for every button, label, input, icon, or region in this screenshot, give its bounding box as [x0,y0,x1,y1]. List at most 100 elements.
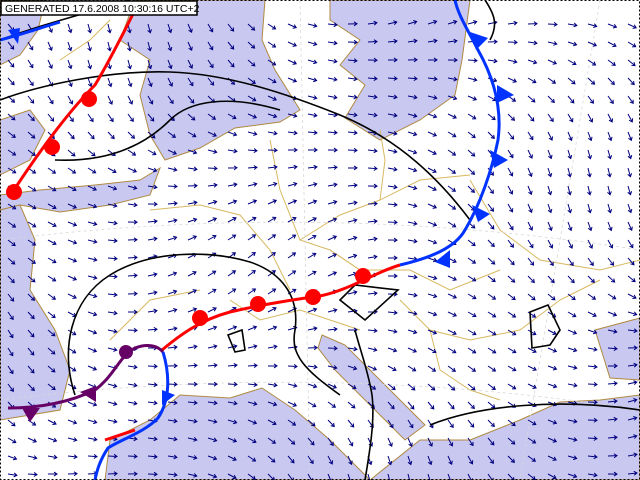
wind-arrow [427,329,438,335]
wind-arrow [167,289,178,295]
cold-front-symbol [497,85,514,103]
wind-arrow [107,401,118,406]
wind-arrow [387,166,398,172]
wind-arrow [467,77,478,82]
wind-arrow [367,328,378,334]
wind-arrow [547,203,553,214]
borders [59,19,640,401]
wind-arrow [127,309,138,315]
wind-arrow [227,131,238,137]
wind-arrow [527,21,538,27]
fronts [0,0,514,480]
border [229,299,361,331]
wind-arrow [427,149,437,155]
wind-arrow [67,257,78,263]
wind-arrow [267,95,277,101]
wind-arrow [447,329,457,336]
wind-arrow [587,185,592,196]
wind-arrow [427,57,438,63]
wind-arrow [587,329,598,335]
wind-arrow [347,218,358,223]
wind-arrow [287,383,298,388]
wind-arrow [87,293,98,299]
wind-arrow [427,293,438,299]
wind-arrow [507,239,514,248]
wind-arrow [407,185,418,191]
wind-arrow [387,401,395,410]
wind-arrow [407,149,418,155]
isobar [0,71,471,221]
wind-arrow [487,311,497,318]
wind-arrow [167,131,177,138]
wind-arrow [347,76,358,82]
wind-arrow [147,95,154,105]
wind-arrow [247,325,258,331]
wind-arrow [187,77,194,87]
wind-arrow [287,419,297,426]
wind-arrow [627,416,638,421]
timestamp-box [0,0,198,16]
wind-arrow [87,454,98,459]
wind-arrow [607,239,614,249]
wind-arrow [567,221,573,232]
wind-arrow [327,235,338,241]
wind-arrow [427,473,433,480]
wind-arrow [467,347,477,354]
wind-arrow [127,77,133,88]
wind-arrow [367,57,378,63]
wind-arrow [427,221,438,227]
wind-arrow [107,238,118,244]
wind-arrow [247,148,258,153]
wind-arrow [587,95,594,104]
wind-arrow [7,41,15,50]
wind-arrow [547,21,558,27]
wind-arrow [7,275,15,284]
wind-arrow [7,257,16,265]
wind-arrow [147,149,157,156]
wind-arrow [227,325,238,331]
wind-arrow [407,94,418,100]
wind-arrow [247,382,258,388]
wind-arrow [347,401,356,409]
wind-arrow [7,311,14,321]
wind-arrow [247,23,256,31]
wind-arrow [87,401,98,407]
wind-arrow [487,185,494,194]
wind-arrow [207,217,218,223]
wind-arrow [347,39,358,45]
wind-arrow [307,364,318,370]
wind-arrow [307,199,318,205]
warm-front-symbol [6,184,22,200]
wind-arrow [27,347,35,356]
wind-arrow [7,437,17,444]
wind-arrow [207,455,218,461]
wind-arrow [107,347,118,352]
wind-arrow [247,344,258,349]
wind-arrow [307,112,318,118]
warm-front-symbol [355,268,371,284]
cold-front-symbol [435,250,450,268]
wind-arrow [127,453,138,459]
wind-arrow [247,77,256,84]
wind-arrow [487,437,495,446]
wind-arrow [247,113,258,119]
wind-arrow [87,41,92,52]
wind-arrow [407,113,418,118]
wind-arrow [507,167,514,177]
wind-arrow [287,401,297,407]
wind-arrow [627,41,637,48]
border [329,249,501,291]
wind-arrow [367,290,378,296]
wind-arrow [127,95,134,105]
wind-arrow [407,131,418,137]
wind-arrow [407,437,413,448]
wind-arrow [327,345,338,351]
wind-arrow [147,454,158,460]
wind-arrow [507,347,517,354]
wind-arrow [287,216,297,223]
graticule-line [299,0,311,480]
wind-arrow [327,22,338,28]
wind-arrow [227,199,238,205]
wind-arrow [607,346,618,351]
wind-arrow [147,382,158,388]
